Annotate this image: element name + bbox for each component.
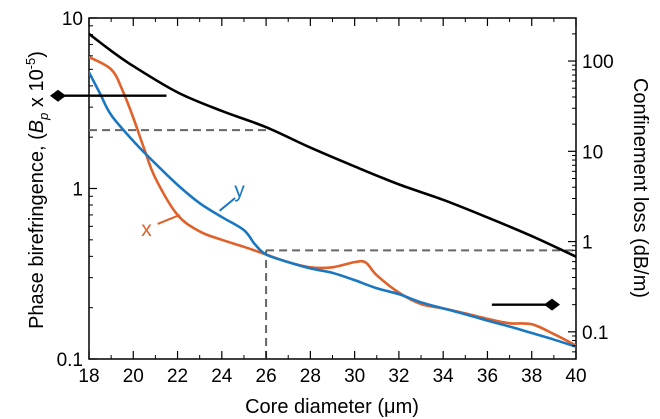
x-tick-label: 38	[521, 366, 542, 387]
x-tick-label: 40	[565, 366, 586, 387]
x-tick-label: 18	[78, 366, 99, 387]
x-tick-label: 32	[388, 366, 409, 387]
series-label-y: y	[234, 179, 245, 202]
series-label-leader-y	[218, 197, 236, 212]
axis-arrow-right-head	[544, 298, 560, 311]
series-label-x: x	[141, 218, 152, 241]
x-tick-label: 22	[167, 366, 188, 387]
series-layer	[89, 32, 576, 349]
plot-area	[88, 17, 577, 360]
y-left-tick-label: 0.1	[57, 350, 83, 371]
y-right-tick-label: 0.1	[582, 323, 608, 344]
y-right-tick-label: 100	[582, 52, 614, 73]
x-tick-label: 26	[256, 366, 277, 387]
y-axis-right-title: Confinement loss (dB/m)	[629, 78, 651, 298]
series-label-leader-x	[157, 213, 181, 225]
y-left-tick-label: 10	[62, 9, 83, 30]
y-right-tick-label: 10	[582, 142, 603, 163]
ticks-layer: 18 20 22 24 26 28 30 32 34 36 38 40 0.1 1 10 0.1 1 10 100	[57, 9, 614, 387]
x-tick-label: 20	[123, 366, 144, 387]
x-tick-label: 36	[477, 366, 498, 387]
y-left-tick-label: 1	[72, 180, 83, 201]
annotations-layer: xy	[50, 89, 560, 311]
y-right-tick-label: 1	[582, 233, 593, 254]
series-line-y	[89, 71, 576, 349]
x-tick-label: 28	[300, 366, 321, 387]
axis-arrow-left-head	[50, 89, 66, 102]
x-tick-label: 34	[433, 366, 455, 387]
series-line-confinement-loss	[89, 32, 576, 258]
x-tick-label: 30	[344, 366, 365, 387]
x-tick-label: 24	[211, 366, 233, 387]
y-axis-left-title: Phase birefringence, (Bp x 10-5)	[23, 51, 51, 329]
x-axis-title: Core diameter (μm)	[245, 396, 419, 418]
